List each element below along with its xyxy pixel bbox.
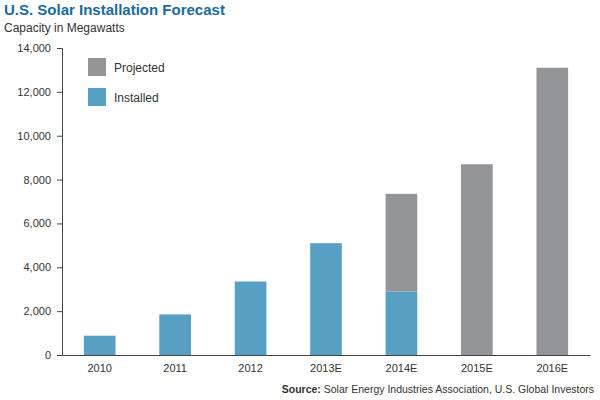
y-axis-line	[57, 49, 63, 356]
x-tick: 2016E	[536, 362, 568, 374]
y-tick: 12,000	[17, 86, 62, 98]
title: U.S. Solar Installation Forecast	[4, 1, 225, 18]
y-tick-label: 8,000	[23, 174, 51, 186]
y-tick: 0	[45, 349, 62, 361]
bar	[536, 68, 568, 355]
y-tick: 8,000	[23, 174, 62, 186]
y-tick-label: 10,000	[17, 130, 51, 142]
legend-item: Projected	[88, 58, 165, 76]
x-tick-label: 2016E	[536, 362, 568, 374]
bars	[84, 68, 568, 355]
y-tick-mark	[57, 92, 62, 93]
x-tick: 2011	[163, 362, 187, 374]
y-tick: 14,000	[17, 42, 62, 54]
x-tick-label: 2011	[163, 362, 187, 374]
source-label: Source:	[282, 383, 321, 395]
y-tick-mark	[57, 180, 62, 181]
x-axis-line	[63, 355, 591, 356]
bar	[461, 164, 493, 355]
y-tick: 2,000	[23, 305, 62, 317]
chart: U.S. Solar Installation Forecast Capacity…	[0, 0, 600, 400]
x-tick-label: 2010	[87, 362, 111, 374]
x-tick: 2010	[87, 362, 111, 374]
source: Source: Solar Energy Industries Associat…	[282, 383, 594, 395]
legend-label: Projected	[114, 61, 165, 75]
legend: Projected Installed	[88, 58, 165, 106]
y-tick-mark	[57, 223, 62, 224]
y-axis: 0 2,000 4,000 6,000 8,000 10,000 12,000 14,000	[17, 42, 62, 361]
bar	[235, 282, 267, 355]
bar	[310, 243, 342, 355]
legend-label: Installed	[114, 91, 159, 105]
y-tick-label: 0	[45, 349, 51, 361]
y-tick-mark	[57, 267, 62, 268]
x-tick: 2015E	[461, 362, 493, 374]
x-tick-label: 2014E	[386, 362, 418, 374]
x-tick: 2012	[238, 362, 262, 374]
plot: 0 2,000 4,000 6,000 8,000 10,000 12,000 14,000 2…	[17, 42, 590, 374]
y-tick-label: 2,000	[23, 305, 51, 317]
y-tick-label: 14,000	[17, 42, 51, 54]
bar	[159, 314, 191, 355]
y-tick-mark	[57, 311, 62, 312]
legend-swatch	[88, 58, 106, 76]
y-tick-label: 6,000	[23, 217, 51, 229]
y-tick: 10,000	[17, 130, 62, 142]
source-text: Solar Energy Industries Association, U.S…	[321, 383, 594, 395]
y-tick-mark	[57, 355, 62, 356]
x-tick: 2013E	[310, 362, 342, 374]
x-axis: 2010 2011 2012 2013E 2014E 2015E 2016E	[63, 356, 591, 374]
x-tick: 2014E	[386, 362, 418, 374]
y-tick: 6,000	[23, 217, 62, 229]
y-tick-label: 4,000	[23, 261, 51, 273]
bar	[386, 291, 418, 355]
x-tick-label: 2012	[238, 362, 262, 374]
y-tick-label: 12,000	[17, 86, 51, 98]
legend-swatch	[88, 88, 106, 106]
legend-item: Installed	[88, 88, 159, 106]
subtitle: Capacity in Megawatts	[4, 21, 125, 35]
y-tick-mark	[57, 48, 62, 49]
x-tick-label: 2015E	[461, 362, 493, 374]
x-tick-label: 2013E	[310, 362, 342, 374]
y-tick: 4,000	[23, 261, 62, 273]
bar	[84, 336, 116, 355]
y-tick-mark	[57, 136, 62, 137]
bar	[386, 194, 418, 292]
